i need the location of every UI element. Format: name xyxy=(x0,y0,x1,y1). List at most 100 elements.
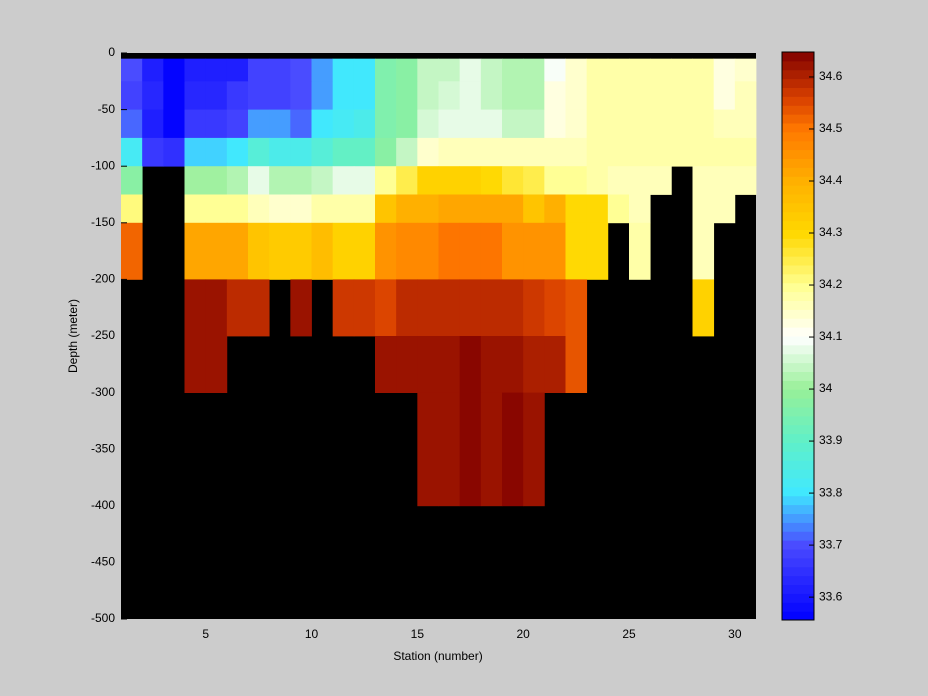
colorbar-swatch xyxy=(782,318,814,328)
heatmap-cell xyxy=(375,81,397,110)
colorbar-swatch xyxy=(782,149,814,159)
colorbar-swatch xyxy=(782,531,814,541)
colorbar-swatch xyxy=(782,131,814,142)
colorbar-swatch xyxy=(782,584,814,594)
heatmap-cell xyxy=(248,279,270,337)
heatmap-cell xyxy=(629,137,651,167)
heatmap-cell xyxy=(353,279,376,337)
heatmap-cell xyxy=(290,222,312,280)
colorbar-swatch xyxy=(782,114,814,124)
heatmap-cell xyxy=(523,58,545,82)
colorbar-tick-label: 34.3 xyxy=(819,225,843,239)
heatmap-cell xyxy=(438,81,461,110)
heatmap-cell xyxy=(671,58,693,82)
heatmap-cell xyxy=(417,81,439,110)
heatmap-cell xyxy=(438,166,461,195)
heatmap-cell xyxy=(438,137,461,167)
colorbar-swatch xyxy=(782,123,814,133)
colorbar-swatch xyxy=(782,522,814,532)
colorbar-swatch xyxy=(782,60,814,71)
colorbar-swatch xyxy=(782,96,814,106)
heatmap-cell xyxy=(248,166,270,195)
heatmap-cell xyxy=(523,137,545,167)
colorbar-swatch xyxy=(782,575,814,585)
heatmap-cell xyxy=(226,109,249,139)
colorbar-swatch xyxy=(782,602,814,612)
heatmap-cell xyxy=(544,279,566,337)
heatmap-cell xyxy=(629,58,651,82)
heatmap-cell xyxy=(121,194,143,224)
heatmap-cell xyxy=(629,222,651,280)
heatmap-cell xyxy=(459,222,482,280)
heatmap-cell xyxy=(438,194,461,224)
heatmap-cell xyxy=(353,137,376,167)
heatmap-cell xyxy=(565,279,588,337)
heatmap-cell xyxy=(692,194,715,224)
heatmap-cell xyxy=(438,222,461,280)
colorbar-swatch xyxy=(782,407,814,417)
heatmap-cell xyxy=(205,58,228,82)
heatmap-cell xyxy=(417,58,439,82)
heatmap-cell xyxy=(459,81,482,110)
colorbar-swatch xyxy=(782,247,814,257)
y-tick-label: -150 xyxy=(91,215,115,229)
heatmap-cell xyxy=(311,166,334,195)
heatmap-cell xyxy=(544,336,566,393)
heatmap-cell xyxy=(396,194,418,224)
heatmap-cell xyxy=(311,58,334,82)
colorbar-swatch xyxy=(782,300,814,310)
heatmap-cell xyxy=(650,109,672,139)
heatmap-cell xyxy=(417,137,439,167)
heatmap-cell xyxy=(544,222,566,280)
heatmap-cell xyxy=(184,81,207,110)
heatmap-cell xyxy=(586,81,609,110)
heatmap-cell xyxy=(480,137,503,167)
colorbar-swatch xyxy=(782,238,814,248)
colorbar-swatch xyxy=(782,105,814,115)
heatmap-cell xyxy=(353,222,376,280)
heatmap-cell xyxy=(650,166,672,195)
colorbar-swatch xyxy=(782,87,814,97)
heatmap-cell xyxy=(269,58,291,82)
heatmap-cell xyxy=(121,58,143,82)
heatmap-cell xyxy=(480,194,503,224)
heatmap-cell xyxy=(142,81,164,110)
heatmap-cell xyxy=(163,137,185,167)
heatmap-cell xyxy=(544,194,566,224)
colorbar-tick-label: 34.2 xyxy=(819,277,843,291)
heatmap-cell xyxy=(502,392,524,507)
heatmap-cell xyxy=(184,279,207,337)
heatmap-cell xyxy=(650,81,672,110)
heatmap-cell xyxy=(671,109,693,139)
colorbar-frame xyxy=(781,51,815,621)
heatmap-cell xyxy=(396,222,418,280)
heatmap-cell xyxy=(417,222,439,280)
heatmap-cell xyxy=(480,81,503,110)
heatmap-cell xyxy=(692,137,715,167)
heatmap-cell xyxy=(417,336,439,393)
heatmap-cell xyxy=(396,166,418,195)
heatmap-cell xyxy=(226,81,249,110)
y-tick-label: -50 xyxy=(98,102,116,116)
colorbar-swatch xyxy=(782,220,814,230)
x-tick-label: 20 xyxy=(516,627,530,641)
colorbar-swatch xyxy=(782,185,814,195)
colorbar-swatch xyxy=(782,273,814,284)
colorbar-swatch xyxy=(782,433,814,443)
heatmap-cell xyxy=(629,109,651,139)
heatmap-cell xyxy=(586,58,609,82)
heatmap-cell xyxy=(396,336,418,393)
x-tick-label: 5 xyxy=(202,627,209,641)
colorbar-swatch xyxy=(782,486,814,497)
heatmap-cell xyxy=(226,58,249,82)
heatmap-cell xyxy=(353,166,376,195)
colorbar-tick-label: 33.7 xyxy=(819,537,843,551)
heatmap-cell xyxy=(734,58,757,82)
colorbar-tick-label: 34.4 xyxy=(819,173,843,187)
colorbar-tick-label: 34.1 xyxy=(819,329,843,343)
heatmap-cell xyxy=(713,109,736,139)
heatmap-cell xyxy=(565,222,588,280)
heatmap-cell xyxy=(565,194,588,224)
